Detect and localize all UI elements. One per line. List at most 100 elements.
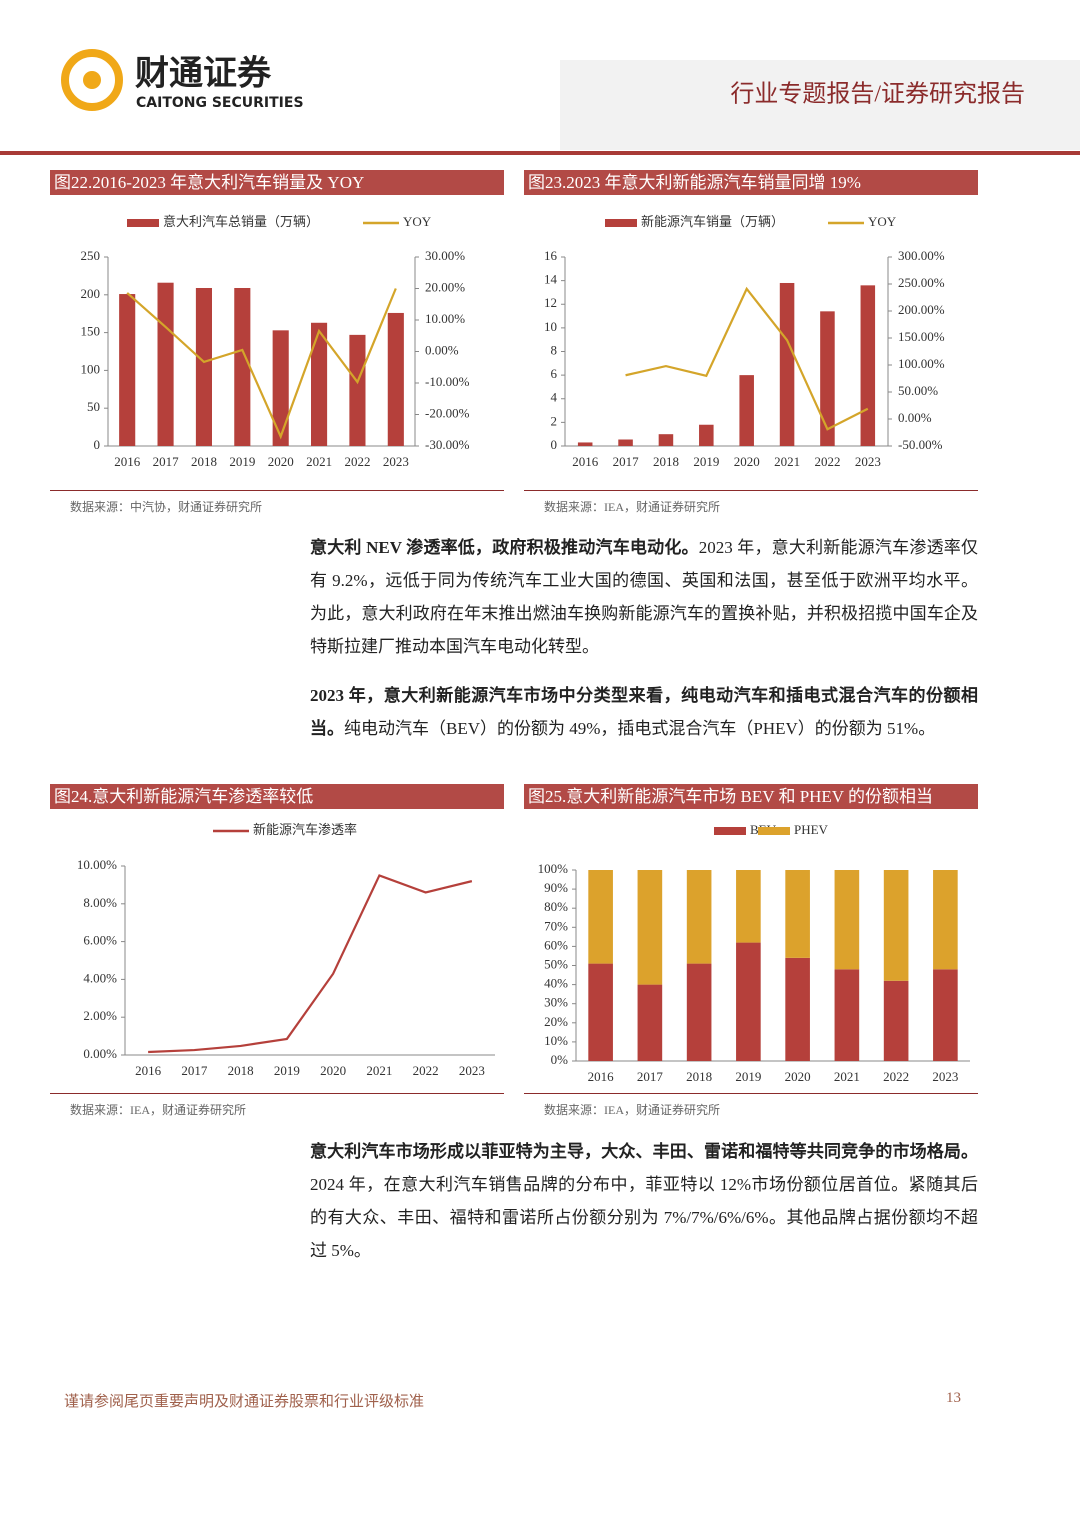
legend-label: YOY — [868, 214, 897, 229]
x-tick-label: 2020 — [734, 454, 760, 469]
y-tick-label: 90% — [544, 880, 568, 895]
paragraph-text: 纯电动汽车（BEV）的份额为 49%，插电式混合汽车（PHEV）的份额为 51%… — [344, 719, 936, 738]
y-tick-label: 150 — [81, 324, 101, 339]
y2-tick-label: -10.00% — [425, 374, 470, 389]
legend-label: YOY — [403, 214, 432, 229]
y2-tick-label: 300.00% — [898, 248, 945, 263]
bar — [588, 963, 613, 1061]
x-tick-label: 2018 — [653, 454, 679, 469]
x-tick-label: 2017 — [613, 454, 640, 469]
legend-label: 意大利汽车总销量（万辆） — [163, 214, 319, 229]
legend-swatch — [758, 827, 790, 835]
bar — [834, 969, 860, 1061]
bar — [686, 870, 712, 964]
figure-title: 图22.2016-2023 年意大利汽车销量及 YOY — [50, 170, 504, 195]
bar — [699, 424, 714, 446]
y-tick-label: 14 — [544, 272, 558, 287]
x-tick-label: 2017 — [153, 454, 180, 469]
y2-tick-label: 250.00% — [898, 275, 945, 290]
x-tick-label: 2021 — [306, 454, 332, 469]
y-tick-label: 80% — [544, 899, 568, 914]
figure-source: 数据来源：IEA，财通证券研究所 — [50, 1093, 504, 1118]
bar — [883, 870, 909, 981]
y2-tick-label: -50.00% — [898, 437, 943, 452]
y2-tick-label: 20.00% — [425, 279, 465, 294]
bar — [736, 942, 761, 1061]
figure-title: 图24.意大利新能源汽车渗透率较低 — [50, 784, 504, 809]
header-skyline — [560, 60, 1080, 150]
y-tick-label: 12 — [544, 295, 557, 310]
x-tick-label: 2023 — [383, 454, 409, 469]
bar — [658, 434, 674, 446]
chart: 0% 10% 20% 30% 40% 50% 60% 70% 80% 90% 100% 2016 201… — [538, 822, 970, 1084]
line — [126, 288, 397, 440]
x-tick-label: 2016 — [588, 1069, 615, 1084]
x-tick-label: 2023 — [459, 1063, 485, 1078]
bar — [779, 282, 795, 446]
bar — [577, 442, 593, 446]
bar — [387, 312, 404, 446]
y2-tick-label: 50.00% — [898, 383, 938, 398]
y2-tick-label: 10.00% — [425, 311, 465, 326]
header: 财通证券 CAITONG SECURITIES 行业专题报告/证券研究报告 — [0, 49, 1080, 155]
y2-tick-label: -20.00% — [425, 405, 470, 420]
y-tick-label: 20% — [544, 1014, 568, 1029]
legend-label: PHEV — [794, 822, 829, 837]
x-tick-label: 2019 — [735, 1069, 761, 1084]
logo-center — [83, 71, 101, 89]
x-tick-label: 2020 — [785, 1069, 811, 1084]
x-tick-label: 2017 — [181, 1063, 208, 1078]
bar — [933, 969, 958, 1061]
y-tick-label: 100 — [81, 361, 101, 376]
y-tick-label: 8 — [551, 342, 558, 357]
y-tick-label: 60% — [544, 937, 568, 952]
y2-tick-label: 200.00% — [898, 302, 945, 317]
x-tick-label: 2021 — [366, 1063, 392, 1078]
bar — [618, 439, 633, 446]
y-tick-label: 4 — [551, 390, 558, 405]
x-tick-label: 2023 — [932, 1069, 958, 1084]
paragraph: 意大利 NEV 渗透率低，政府积极推动汽车电动化。2023 年，意大利新能源汽车… — [310, 531, 978, 663]
paragraph: 2023 年，意大利新能源汽车市场中分类型来看，纯电动汽车和插电式混合汽车的份额… — [310, 679, 978, 745]
legend-swatch — [714, 827, 746, 835]
x-tick-label: 2017 — [637, 1069, 664, 1084]
bar — [834, 870, 860, 970]
x-tick-label: 2016 — [135, 1063, 162, 1078]
x-tick-label: 2022 — [344, 454, 370, 469]
x-tick-label: 2022 — [814, 454, 840, 469]
x-tick-label: 2023 — [855, 454, 881, 469]
y-tick-label: 250 — [81, 248, 101, 263]
bar — [157, 282, 174, 446]
y2-tick-label: 0.00% — [425, 342, 459, 357]
y-tick-label: 6 — [551, 366, 558, 381]
y-tick-label: 30% — [544, 995, 568, 1010]
y-tick-label: 0 — [94, 437, 101, 452]
legend-swatch — [127, 219, 159, 227]
y-tick-label: 6.00% — [83, 933, 117, 948]
header-rule — [0, 151, 1080, 155]
y-tick-label: 2 — [551, 413, 558, 428]
figure-title: 图25.意大利新能源汽车市场 BEV 和 PHEV 的份额相当 — [524, 784, 978, 809]
bar — [119, 294, 136, 446]
x-tick-label: 2020 — [320, 1063, 346, 1078]
chart: 0 2 4 6 8 10 12 14 16 -50.00% 0.00% 50.00% 100.00% 15… — [544, 214, 945, 469]
bar — [637, 870, 663, 985]
y-tick-label: 0 — [551, 437, 558, 452]
chart: 0.00% 2.00% 4.00% 6.00% 8.00% 10.00% 2016 2017 2… — [77, 822, 495, 1078]
x-tick-label: 2020 — [268, 454, 294, 469]
bar — [860, 285, 876, 446]
y-tick-label: 10% — [544, 1033, 568, 1048]
x-tick-label: 2021 — [834, 1069, 860, 1084]
x-tick-label: 2018 — [228, 1063, 254, 1078]
paragraph-lead: 2023 年，意大利新能源汽车市场中分类型来看，纯电动汽车和插电式混合汽车的份额… — [310, 686, 978, 738]
y-tick-label: 16 — [544, 248, 558, 263]
bar — [736, 870, 761, 943]
bar — [195, 287, 212, 446]
paragraph-text: 2024 年，在意大利汽车销售品牌的分布中，菲亚特以 12%市场份额位居首位。紧… — [310, 1175, 978, 1260]
y-tick-label: 200 — [81, 286, 101, 301]
y-tick-label: 0.00% — [83, 1046, 117, 1061]
x-tick-label: 2018 — [686, 1069, 712, 1084]
bar — [820, 311, 835, 446]
bar — [739, 375, 754, 446]
